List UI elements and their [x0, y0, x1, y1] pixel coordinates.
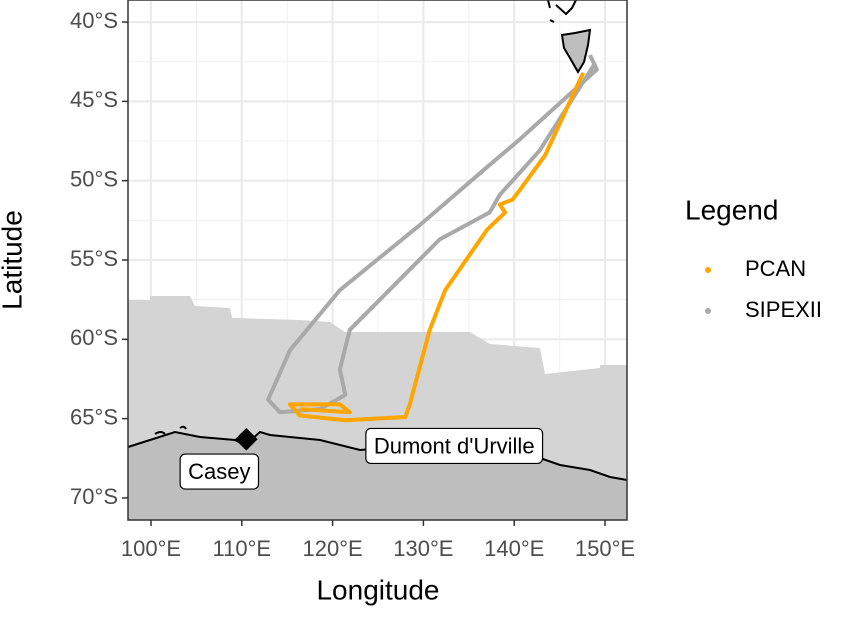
- y-tick-label: 70°S: [70, 484, 118, 509]
- y-tick-label: 50°S: [70, 166, 118, 191]
- y-axis-title: Latitude: [0, 210, 27, 310]
- coastline: [127, 430, 628, 481]
- australia-coast: [547, 0, 577, 23]
- station-name: Dumont d'Urville: [374, 433, 535, 458]
- x-tick-label: 140°E: [484, 536, 544, 561]
- x-tick-label: 100°E: [121, 536, 181, 561]
- x-tick-label: 110°E: [213, 536, 272, 561]
- y-tick-label: 65°S: [70, 404, 118, 429]
- legend-label: SIPEXII: [745, 297, 822, 322]
- station-label: Dumont d'Urville: [365, 427, 544, 465]
- legend-title: Legend: [685, 194, 778, 225]
- station-name: Casey: [188, 459, 250, 484]
- y-tick-label: 45°S: [70, 87, 118, 112]
- track: [287, 71, 586, 423]
- y-tick-label: 40°S: [70, 8, 118, 33]
- x-tick-label: 150°E: [575, 536, 635, 561]
- legend-label: PCAN: [745, 256, 806, 281]
- legend-key: [705, 267, 711, 273]
- y-tick-label: 60°S: [70, 325, 118, 350]
- label-box: [365, 427, 544, 465]
- x-tick-label: 130°E: [393, 536, 453, 561]
- coastline: [154, 425, 187, 435]
- label-box: [179, 453, 260, 490]
- station-label: Casey: [179, 453, 260, 490]
- x-tick-label: 120°E: [303, 536, 363, 561]
- x-axis-title: Longitude: [316, 574, 439, 605]
- legend-key: [705, 308, 711, 314]
- y-tick-label: 55°S: [70, 246, 118, 271]
- tasmania: [560, 28, 592, 74]
- data-layer: [266, 54, 599, 423]
